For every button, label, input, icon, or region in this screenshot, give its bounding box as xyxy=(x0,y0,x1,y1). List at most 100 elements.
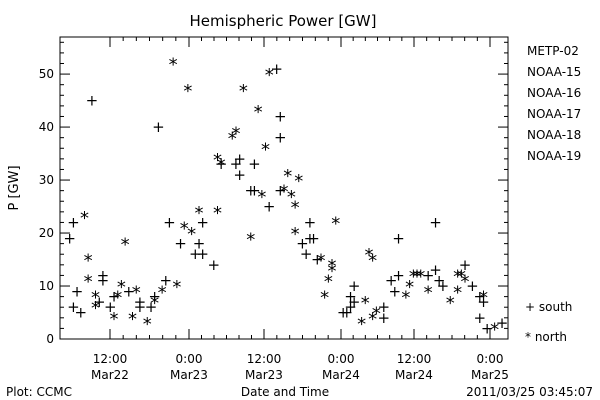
data-point: + xyxy=(67,213,80,231)
data-point: * xyxy=(457,266,466,287)
data-point: + xyxy=(348,293,361,311)
data-point: * xyxy=(372,304,381,325)
data-point: + xyxy=(134,298,147,316)
data-point: * xyxy=(121,235,130,256)
data-point: + xyxy=(174,235,187,253)
x-tick-date-label: Mar23 xyxy=(245,368,283,382)
data-point: * xyxy=(287,187,296,208)
x-tick-date-label: Mar25 xyxy=(471,368,509,382)
data-point: * xyxy=(316,251,325,272)
data-point: * xyxy=(331,213,340,234)
data-point: * xyxy=(261,139,270,160)
y-tick-label: 40 xyxy=(39,120,54,134)
x-tick-time-label: 12:00 xyxy=(247,352,282,366)
plot-frame xyxy=(59,36,509,340)
data-point: * xyxy=(324,272,333,293)
marker-legend: + south * north xyxy=(525,300,572,344)
data-point: + xyxy=(344,288,357,306)
data-point: * xyxy=(453,266,462,287)
legend: METP-02 NOAA-15 NOAA-16 NOAA-17 NOAA-18 NOAA-… xyxy=(527,44,581,163)
data-point: + xyxy=(104,298,117,316)
data-point: + xyxy=(274,107,287,125)
data-point: + xyxy=(304,213,317,231)
data-point: + xyxy=(196,245,209,263)
data-point: * xyxy=(361,293,370,314)
data-point: * xyxy=(453,282,462,303)
data-point: * xyxy=(117,277,126,298)
data-point: * xyxy=(291,198,300,219)
data-point: + xyxy=(193,235,206,253)
data-point: + xyxy=(437,277,450,295)
marker-legend-entry: * north xyxy=(525,330,567,344)
data-point: * xyxy=(80,208,89,229)
data-point: + xyxy=(300,245,313,263)
data-point: + xyxy=(274,182,287,200)
data-point: + xyxy=(145,298,158,316)
data-point: + xyxy=(474,309,487,327)
x-tick-date-label: Mar24 xyxy=(395,368,433,382)
legend-entry: NOAA-17 xyxy=(527,107,581,121)
data-point: * xyxy=(280,182,289,203)
data-point: * xyxy=(187,224,196,245)
data-point: + xyxy=(429,261,442,279)
data-point: * xyxy=(291,224,300,245)
x-tick-time-label: 12:00 xyxy=(93,352,128,366)
data-point: + xyxy=(341,304,354,322)
data-point: * xyxy=(328,261,337,282)
x-tick-time-label: 0:00 xyxy=(328,352,355,366)
data-point: + xyxy=(196,213,209,231)
footer-credit: Plot: CCMC xyxy=(6,385,72,399)
data-point: + xyxy=(134,293,147,311)
legend-entry: NOAA-15 xyxy=(527,65,581,79)
data-point: + xyxy=(392,266,405,284)
data-point: * xyxy=(183,81,192,102)
data-point: * xyxy=(158,282,167,303)
data-point: * xyxy=(401,288,410,309)
data-point: * xyxy=(405,277,414,298)
x-tick-time-label: 0:00 xyxy=(176,352,203,366)
data-point: + xyxy=(481,319,494,337)
data-point: + xyxy=(385,272,398,290)
data-point: + xyxy=(459,256,472,274)
data-point: + xyxy=(274,129,287,147)
legend-entry: NOAA-18 xyxy=(527,128,581,142)
data-point: * xyxy=(246,229,255,250)
marker-legend-entry: + south xyxy=(525,300,572,314)
data-point: + xyxy=(163,213,176,231)
data-point: + xyxy=(86,92,99,110)
data-series: +*+*+*+*+*+*+*+*++* +* + *+*+*+*+*+*+ * +*+* +… xyxy=(63,54,508,340)
data-point: + xyxy=(159,272,172,290)
data-point: * xyxy=(239,81,248,102)
data-point: + xyxy=(108,288,121,306)
data-point: * xyxy=(217,155,226,176)
data-point: + xyxy=(189,245,202,263)
data-point: + xyxy=(307,229,320,247)
data-point: * xyxy=(490,319,499,340)
x-axis: 12:00 Mar22 0:00 Mar23 12:00 Mar23 0:00 Mar24 12… xyxy=(91,37,509,382)
data-point: + xyxy=(377,298,390,316)
data-point: + xyxy=(215,155,228,173)
data-point: + xyxy=(429,213,442,231)
data-point: * xyxy=(479,288,488,309)
data-point: + xyxy=(67,298,80,316)
data-point: * xyxy=(213,203,222,224)
data-point: * xyxy=(84,272,93,293)
data-point: + xyxy=(97,266,110,284)
data-point: * xyxy=(416,266,425,287)
data-point: + xyxy=(304,229,317,247)
data-point: + xyxy=(263,198,276,216)
data-point: + xyxy=(97,272,110,290)
data-point: + xyxy=(474,288,487,306)
y-tick-label: 50 xyxy=(39,67,54,81)
data-point: * xyxy=(368,309,377,330)
data-point: + xyxy=(433,272,446,290)
x-tick-time-label: 12:00 xyxy=(397,352,432,366)
data-point: * xyxy=(328,256,337,277)
data-point: + xyxy=(71,282,84,300)
y-axis: 0 10 20 30 40 50 xyxy=(39,41,508,346)
data-point: * xyxy=(446,293,455,314)
x-axis-label: Date and Time xyxy=(241,385,329,399)
data-point: * xyxy=(228,129,237,150)
data-point: + xyxy=(337,304,350,322)
